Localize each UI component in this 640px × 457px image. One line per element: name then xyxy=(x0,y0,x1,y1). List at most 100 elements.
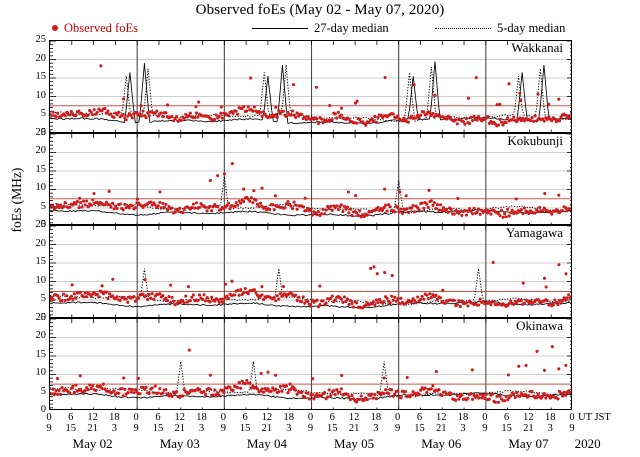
station-panel: Okinawa xyxy=(49,317,572,410)
station-panel: Kokubunji xyxy=(49,132,572,225)
x-tick-ut: 12 xyxy=(87,412,98,423)
solid-line-icon xyxy=(252,27,308,29)
x-tick-label: 12 21 xyxy=(516,412,540,434)
x-tick-jst: 3 xyxy=(460,423,466,434)
x-tick-ut: 6 xyxy=(155,412,161,423)
y-tick-label: 0 xyxy=(40,219,46,230)
x-tick-label: 18 3 xyxy=(538,412,562,434)
x-tick-ut: 0 xyxy=(133,412,139,423)
station-name-label: Kokubunji xyxy=(505,132,565,148)
y-tick-label: 5 xyxy=(40,293,46,304)
x-axis-ticks: 0 9 6 15 12 21 18 3 0 9 6 15 12 21 18 3 0 9 6 15 12 21 18 3 0 9 6 1… xyxy=(0,412,640,436)
x-axis-day-label: May 06 xyxy=(421,436,462,451)
x-tick-label: 18 3 xyxy=(451,412,475,434)
y-tick-label: 5 xyxy=(40,385,46,397)
x-tick-ut: 6 xyxy=(242,412,248,423)
x-tick-label: 12 21 xyxy=(168,412,192,434)
x-tick-jst: 21 xyxy=(348,423,360,434)
x-tick-jst: 9 xyxy=(482,423,488,434)
x-tick-jst: 21 xyxy=(523,423,534,434)
x-tick-label: 12 21 xyxy=(429,412,453,434)
x-tick-ut: 0 xyxy=(46,412,52,423)
x-tick-ut: 0 xyxy=(307,412,314,423)
x-axis-day-label: May 03 xyxy=(159,436,200,451)
legend-label-27day: 27-day median xyxy=(314,20,389,35)
x-tick-ut: 12 xyxy=(523,412,534,423)
x-tick-jst: 15 xyxy=(65,423,77,434)
x-tick-ut: 0 xyxy=(569,412,575,423)
y-tick-label: 15 xyxy=(35,348,47,360)
x-tick-jst: 3 xyxy=(286,423,292,434)
x-tick-jst: 3 xyxy=(111,423,117,434)
y-tick-label: 20 xyxy=(35,145,47,156)
y-tick-label: 0 xyxy=(40,311,46,323)
x-tick-ut: 12 xyxy=(436,412,447,423)
x-tick-jst: 9 xyxy=(307,423,314,434)
y-tick-label: 10 xyxy=(35,274,47,286)
x-tick-label: 6 15 xyxy=(146,412,170,434)
x-tick-ut: 18 xyxy=(283,412,294,423)
x-tick-label: 6 15 xyxy=(233,412,257,434)
x-tick-jst: 9 xyxy=(133,423,139,434)
y-tick-label: 10 xyxy=(35,367,47,378)
x-tick-label: 18 3 xyxy=(190,412,214,434)
x-tick-ut: 6 xyxy=(416,412,423,423)
y-tick-label: 15 xyxy=(35,163,47,175)
x-tick-ut: 6 xyxy=(504,412,510,423)
station-panel: Yamagawa xyxy=(49,225,572,318)
x-tick-jst: 9 xyxy=(220,423,226,434)
legend-item-5day: 5-day median xyxy=(435,20,565,36)
y-tick-label: 20 xyxy=(35,52,47,64)
x-tick-ut: 18 xyxy=(544,412,556,423)
x-tick-label: 18 3 xyxy=(277,412,301,434)
y-tick-label: 5 xyxy=(40,108,46,119)
x-tick-label: 18 3 xyxy=(102,412,126,434)
y-tick-label: 0 xyxy=(40,126,46,138)
legend-item-observed: Observed foEs xyxy=(52,20,138,36)
x-tick-jst: 15 xyxy=(239,423,251,434)
x-tick-label: 12 21 xyxy=(342,412,366,434)
y-tick-label: 10 xyxy=(35,89,47,101)
legend-item-27day: 27-day median xyxy=(252,20,389,36)
x-tick-label: 6 15 xyxy=(59,412,83,434)
x-tick-ut: 0 xyxy=(220,412,226,423)
x-tick-ut: 18 xyxy=(196,412,207,423)
y-tick-label: 20 xyxy=(35,330,47,341)
x-tick-ut: 0 xyxy=(395,412,401,423)
x-tick-label: 6 15 xyxy=(407,412,431,434)
x-tick-jst: 21 xyxy=(174,423,186,434)
x-axis-day-labels: May 02 May 03 May 04 May 05 May 06 May 07 2020 xyxy=(0,436,640,456)
legend-label-5day: 5-day median xyxy=(497,20,566,35)
observed-dot-icon xyxy=(52,25,58,31)
x-tick-ut: 18 xyxy=(109,412,120,423)
x-tick-jst: 3 xyxy=(373,423,379,434)
y-tick-label: 5 xyxy=(40,200,46,212)
chart-legend: Observed foEs 27-day median 5-day median xyxy=(0,20,640,36)
x-tick-ut: 6 xyxy=(329,412,335,423)
y-tick-label: 25 xyxy=(35,126,47,138)
y-tick-label: 25 xyxy=(35,219,47,230)
station-name-label: Okinawa xyxy=(514,317,565,333)
y-tick-label: 15 xyxy=(35,71,47,82)
x-tick-jst: 3 xyxy=(198,423,205,434)
x-tick-ut: 12 xyxy=(348,412,360,423)
x-tick-jst: 21 xyxy=(87,423,98,434)
chart-title: Observed foEs (May 02 - May 07, 2020) xyxy=(195,2,445,18)
x-axis-day-label: May 04 xyxy=(246,436,287,451)
y-tick-label: 25 xyxy=(35,34,47,45)
x-tick-jst: 3 xyxy=(547,423,553,434)
x-tick-label: 12 21 xyxy=(81,412,105,434)
x-tick-ut: 0 xyxy=(482,412,488,423)
x-axis-day-label: May 07 xyxy=(508,436,549,451)
x-tick-jst: 21 xyxy=(436,423,447,434)
plot-area: Wakkanai Kokubunji Yamagawa Okinawa xyxy=(49,40,572,410)
x-tick-ut: 18 xyxy=(370,412,382,423)
station-name-label: Wakkanai xyxy=(509,40,565,55)
